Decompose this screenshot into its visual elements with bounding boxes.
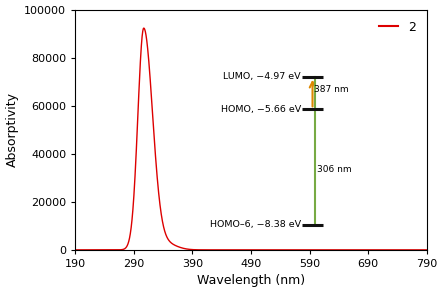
Text: HOMO, −5.66 eV: HOMO, −5.66 eV	[221, 105, 301, 114]
X-axis label: Wavelength (nm): Wavelength (nm)	[197, 275, 305, 287]
Y-axis label: Absorptivity: Absorptivity	[6, 92, 19, 167]
Text: HOMO–6, −8.38 eV: HOMO–6, −8.38 eV	[210, 220, 301, 229]
Legend: 2: 2	[374, 16, 420, 39]
Text: 306 nm: 306 nm	[317, 166, 351, 174]
Text: 387 nm: 387 nm	[314, 85, 348, 94]
Text: LUMO, −4.97 eV: LUMO, −4.97 eV	[223, 72, 301, 81]
